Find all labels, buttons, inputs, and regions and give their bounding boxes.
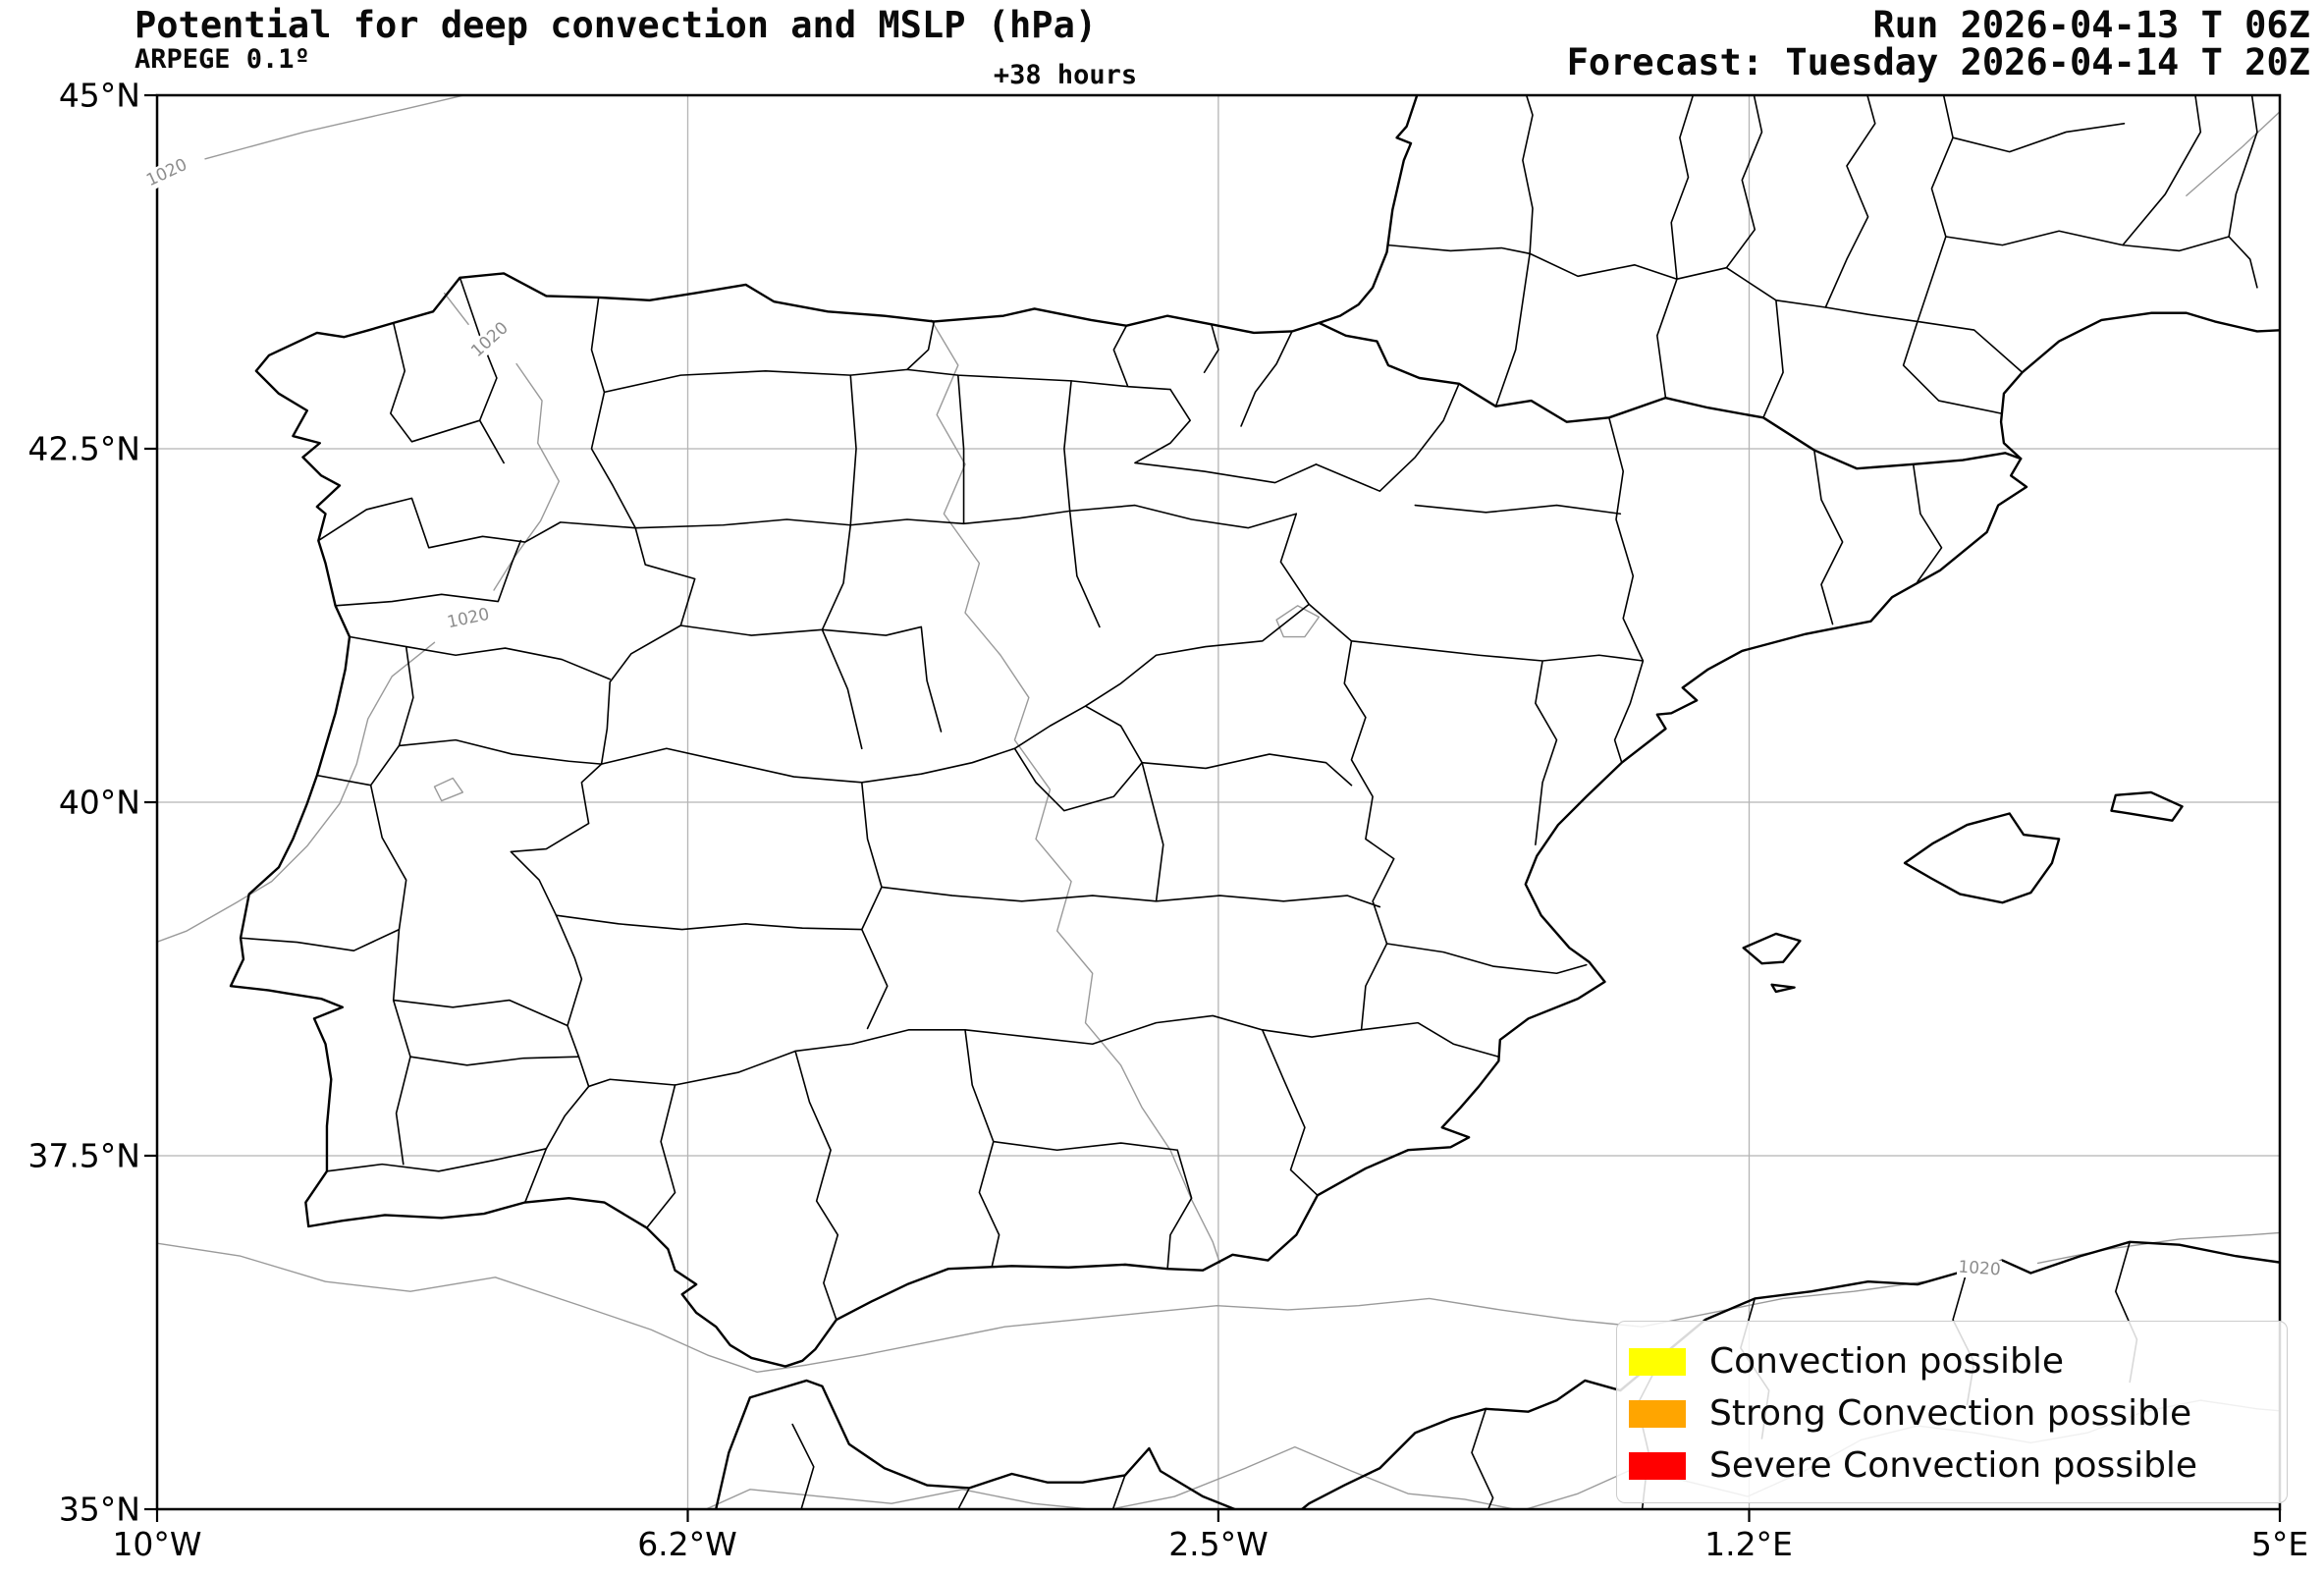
page-title: Potential for deep convection and MSLP (… — [135, 4, 1098, 46]
tick-marks — [144, 93, 2282, 1522]
isobar-value-label: 1020 — [1956, 1257, 2003, 1280]
x-tick-label: 2.5°W — [1168, 1525, 1269, 1563]
legend-label: Strong Convection possible — [1709, 1393, 2192, 1434]
lead-time-label: +38 hours — [993, 60, 1138, 90]
x-tick-label: 5°E — [2250, 1525, 2309, 1563]
gridlines — [157, 95, 2280, 1509]
x-tick-label: 10°W — [112, 1525, 202, 1563]
y-tick-label: 42.5°N — [27, 429, 140, 468]
forecast-label: Forecast: Tuesday 2026-04-14 T 20Z — [1566, 41, 2310, 83]
strong-convection-swatch — [1629, 1399, 1686, 1428]
y-tick-label: 40°N — [58, 783, 140, 822]
legend-label: Severe Convection possible — [1709, 1445, 2198, 1486]
y-tick-label: 45°N — [58, 76, 140, 115]
legend-row-strong-convection: Strong Convection possible — [1629, 1387, 2287, 1439]
severe-convection-swatch — [1629, 1451, 1686, 1480]
admin-borders — [241, 92, 2257, 1515]
legend-label: Convection possible — [1709, 1341, 2065, 1382]
run-label: Run 2026-04-13 T 06Z — [1872, 4, 2310, 46]
y-tick-label: 35°N — [58, 1490, 140, 1529]
x-tick-label: 1.2°E — [1704, 1525, 1793, 1563]
legend: Convection possible Strong Convection po… — [1616, 1321, 2288, 1503]
convection-swatch — [1629, 1347, 1686, 1376]
x-tick-label: 6.2°W — [637, 1525, 737, 1563]
y-tick-label: 37.5°N — [27, 1136, 140, 1175]
model-label: ARPEGE 0.1º — [135, 44, 310, 75]
legend-row-convection: Convection possible — [1629, 1335, 2287, 1387]
legend-row-severe-convection: Severe Convection possible — [1629, 1439, 2287, 1492]
coastlines — [231, 92, 2286, 1526]
